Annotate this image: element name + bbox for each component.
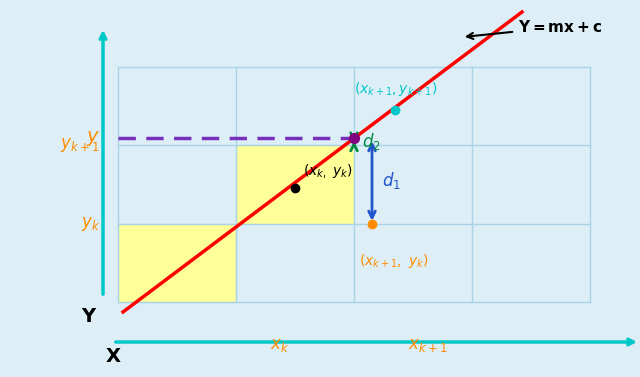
Text: $y_k$: $y_k$ (81, 215, 100, 233)
Text: $y_{k+1}$: $y_{k+1}$ (60, 136, 100, 154)
Text: $x_{k+1}$: $x_{k+1}$ (408, 336, 448, 354)
Text: $\mathbf{Y=mx+c}$: $\mathbf{Y=mx+c}$ (467, 19, 602, 39)
Text: $x_k$: $x_k$ (270, 336, 290, 354)
Text: $y$: $y$ (86, 129, 100, 148)
Text: X: X (106, 348, 120, 366)
Bar (236, 145, 354, 224)
Text: $(x_{k+1},\ y_k)$: $(x_{k+1},\ y_k)$ (359, 252, 429, 270)
Text: $(x_{k,}\ y_k)$: $(x_{k,}\ y_k)$ (303, 162, 353, 181)
Text: $d_2$: $d_2$ (362, 131, 381, 152)
Text: $(x_{k+1},y_{k+1})$: $(x_{k+1},y_{k+1})$ (354, 80, 437, 98)
Bar (118, 224, 236, 302)
Text: Y: Y (81, 308, 95, 326)
Text: $d_1$: $d_1$ (382, 170, 401, 192)
